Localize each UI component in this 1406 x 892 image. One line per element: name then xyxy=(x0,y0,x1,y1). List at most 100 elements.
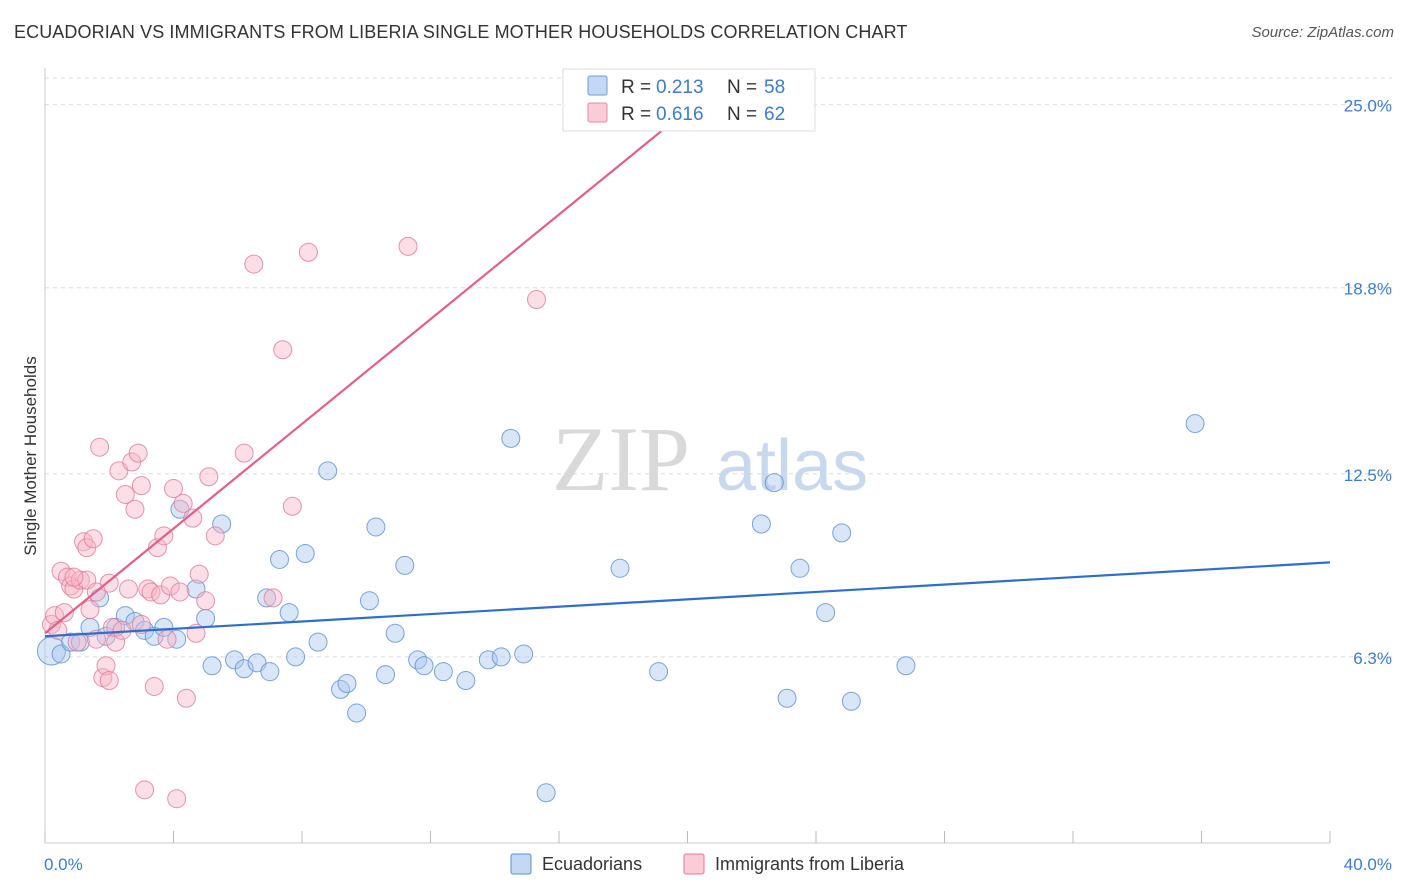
liberia-trend-line xyxy=(44,103,695,635)
ecuadorian-point-55 xyxy=(841,691,861,711)
ecuadorian-point-42 xyxy=(478,650,498,670)
liberia-point-37 xyxy=(160,576,180,596)
ecuadorian-point-44 xyxy=(501,428,521,448)
ecuadorian-point-28 xyxy=(308,632,328,652)
liberia-point-18 xyxy=(99,671,119,691)
liberia-point-15 xyxy=(90,437,110,457)
liberia-point-46 xyxy=(196,591,216,611)
ecuadorian-point-48 xyxy=(649,662,669,682)
ecuadorian-point-53 xyxy=(816,603,836,623)
liberia-point-55 xyxy=(398,236,418,256)
liberia-point-53 xyxy=(282,496,302,516)
ecuadorian-point-47 xyxy=(610,558,630,578)
liberia-point-36 xyxy=(157,629,177,649)
ecuadorian-point-22 xyxy=(257,588,277,608)
liberia-point-27 xyxy=(128,443,148,463)
liberia-point-45 xyxy=(189,564,209,584)
liberia-point-40 xyxy=(170,582,190,602)
ecuadorian-point-33 xyxy=(359,591,379,611)
legend-r-value-2: 0.616 xyxy=(656,104,704,125)
bottom-legend-label-ecuadorians: Ecuadorians xyxy=(542,854,642,874)
liberia-point-49 xyxy=(234,443,254,463)
liberia-point-61 xyxy=(64,567,84,587)
ecuadorian-point-25 xyxy=(279,603,299,623)
liberia-point-51 xyxy=(263,588,283,608)
ecuadorian-point-45 xyxy=(514,644,534,664)
liberia-point-50 xyxy=(244,254,264,274)
stats-legend: R = 0.213 N = 58 R = 0.616 N = 62 xyxy=(562,68,816,132)
y-tick-label-1: 12.5% xyxy=(1344,466,1392,485)
liberia-point-47 xyxy=(199,467,219,487)
bottom-legend-swatch-ecuadorians xyxy=(510,853,532,875)
bottom-legend-swatch-liberia xyxy=(683,853,705,875)
liberia-point-54 xyxy=(298,242,318,262)
ecuadorian-point-34 xyxy=(366,517,386,537)
legend-swatch-liberia xyxy=(587,102,608,123)
liberia-point-56 xyxy=(527,290,547,310)
liberia-point-43 xyxy=(183,508,203,528)
liberia-point-17 xyxy=(96,656,116,676)
y-tick-label-2: 18.8% xyxy=(1344,280,1392,299)
ecuadorian-point-24 xyxy=(270,549,290,569)
liberia-point-23 xyxy=(115,484,135,504)
liberia-point-32 xyxy=(144,676,164,696)
legend-n-label-1: N = xyxy=(727,77,757,98)
ecuadorian-point-50 xyxy=(764,473,784,493)
y-tick-label-3: 25.0% xyxy=(1344,97,1392,116)
y-tick-label-0: 6.3% xyxy=(1353,649,1392,668)
liberia-point-39 xyxy=(167,789,187,809)
liberia-point-41 xyxy=(173,493,193,513)
trend-lines xyxy=(44,103,1331,638)
x-tick-right: 40.0% xyxy=(1344,855,1392,874)
legend-r-label-2: R = xyxy=(621,104,651,125)
ecuadorian-point-18 xyxy=(212,514,232,534)
y-axis-label: Single Mother Households xyxy=(21,356,40,555)
liberia-point-60 xyxy=(131,614,151,634)
liberia-point-13 xyxy=(83,529,103,549)
liberia-point-29 xyxy=(135,780,155,800)
ecuadorian-point-26 xyxy=(286,647,306,667)
ecuadorian-point-37 xyxy=(395,555,415,575)
data-points xyxy=(36,236,1205,809)
legend-r-value-1: 0.213 xyxy=(656,77,704,98)
watermark-zip: ZIP xyxy=(552,408,690,510)
ecuadorian-point-12 xyxy=(154,617,174,637)
x-tick-left: 0.0% xyxy=(44,855,83,874)
ecuadorian-trend-line xyxy=(44,561,1331,638)
ecuadorian-point-2 xyxy=(61,632,81,652)
legend-n-value-2: 62 xyxy=(764,104,785,125)
source-label: Source: ZipAtlas.com xyxy=(1251,24,1394,41)
y-tick-labels: 6.3% 12.5% 18.8% 25.0% xyxy=(1344,97,1392,668)
ecuadorian-point-23 xyxy=(260,662,280,682)
ecuadorian-point-56 xyxy=(896,656,916,676)
liberia-point-8 xyxy=(67,632,87,652)
ecuadorian-point-41 xyxy=(456,671,476,691)
ecuadorian-point-46 xyxy=(536,783,556,803)
liberia-point-30 xyxy=(138,579,158,599)
bottom-legend-label-liberia: Immigrants from Liberia xyxy=(715,854,905,874)
ecuadorian-point-27 xyxy=(295,544,315,564)
ecuadorian-point-49 xyxy=(751,514,771,534)
liberia-point-4 xyxy=(54,603,74,623)
legend-swatch-ecuadorians xyxy=(587,75,608,96)
liberia-point-14 xyxy=(86,629,106,649)
ecuadorian-point-57 xyxy=(1185,414,1205,434)
liberia-point-12 xyxy=(80,600,100,620)
ecuadorian-point-52 xyxy=(790,558,810,578)
ecuadorian-point-20 xyxy=(234,659,254,679)
legend-r-label-1: R = xyxy=(621,77,651,98)
bottom-legend: Ecuadorians Immigrants from Liberia xyxy=(510,853,905,875)
legend-n-value-1: 58 xyxy=(764,77,785,98)
ecuadorian-point-54 xyxy=(832,523,852,543)
ecuadorian-point-43 xyxy=(491,647,511,667)
liberia-point-28 xyxy=(131,476,151,496)
liberia-point-38 xyxy=(164,479,183,499)
ecuadorian-point-40 xyxy=(433,662,453,682)
liberia-point-52 xyxy=(273,340,293,360)
liberia-point-24 xyxy=(119,579,139,599)
liberia-point-48 xyxy=(205,526,225,546)
ecuadorian-point-32 xyxy=(347,703,367,723)
ecuadorian-point-17 xyxy=(202,656,222,676)
ecuadorian-point-8 xyxy=(115,606,135,626)
